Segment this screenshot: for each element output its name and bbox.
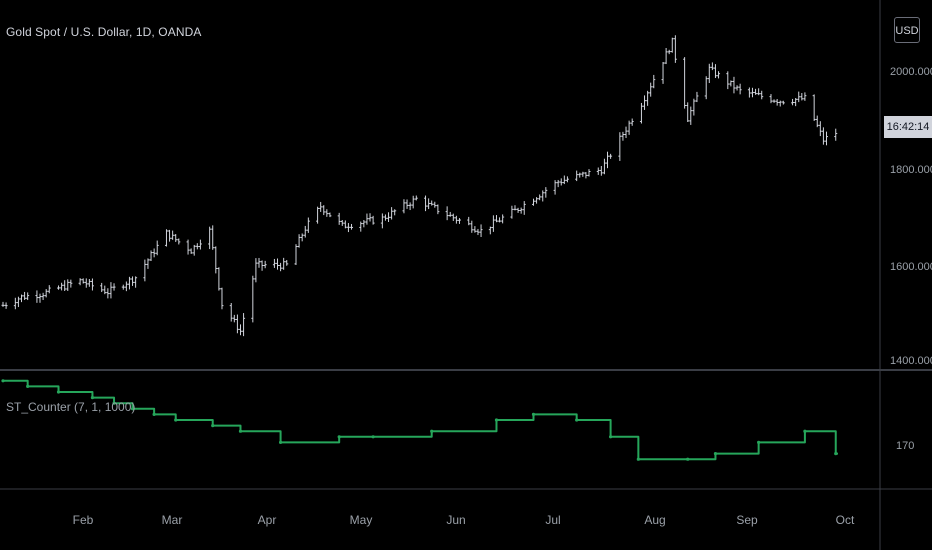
indicator-point-20 [713,452,718,456]
x-tick-sep: Sep [736,513,758,527]
indicator-point-0 [1,379,5,383]
x-tick-aug: Aug [644,513,666,527]
indicator-point-4 [112,401,116,405]
indicator-point-5 [130,407,135,411]
indicator-point-11 [337,435,341,439]
currency-button[interactable]: USD [894,17,920,43]
indicator-line [3,379,838,461]
indicator-point-10 [278,440,283,444]
y-tick-2000: 2000.000 [890,66,932,78]
x-tick-oct: Oct [835,513,855,527]
indicator-point-18 [636,457,640,461]
indicator-point-7 [174,418,178,422]
current-price-tag: 16:42:14 [884,116,932,138]
indicator-point-17 [608,435,613,439]
indicator-point-2 [56,390,61,394]
indicator-point-8 [211,424,215,428]
x-tick-feb: Feb [72,513,94,527]
indicator-point-16 [575,418,579,422]
chart-title: Gold Spot / U.S. Dollar, 1D, OANDA [6,25,202,39]
indicator-point-15 [531,412,536,416]
x-tick-apr: Apr [257,513,277,527]
x-tick-mar: Mar [161,513,183,527]
indicator-point-13 [430,429,434,433]
indicator-point-22 [803,429,807,433]
indicator-point-6 [152,412,156,416]
indicator-point-21 [757,440,761,444]
y-tick-1600: 1600.000 [890,261,932,273]
x-tick-may: May [349,513,373,527]
indicator-point-14 [494,418,499,422]
indicator-point-19 [686,457,690,461]
indicator-point-1 [26,384,30,388]
indicator-y-tick: 170 [896,440,915,452]
y-tick-1800: 1800.000 [890,164,932,176]
indicator-point-23 [834,452,838,456]
indicator-point-12 [371,435,375,439]
x-tick-jun: Jun [446,513,466,527]
y-tick-1400: 1400.000 [890,355,932,367]
indicator-title: ST_Counter (7, 1, 1000) [6,400,136,414]
x-tick-jul: Jul [545,513,561,527]
indicator-point-9 [238,429,243,433]
indicator-point-3 [90,396,95,400]
